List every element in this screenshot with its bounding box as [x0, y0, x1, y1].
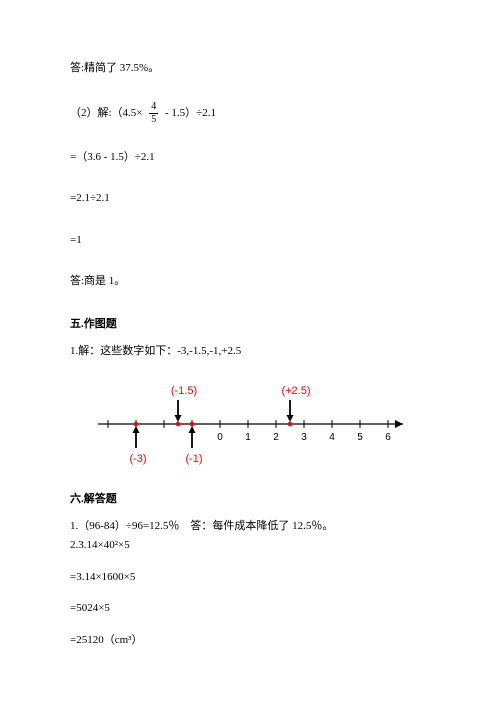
problem-5-text: 1.解：这些数字如下：-3,-1.5,-1,+2.5	[70, 343, 430, 361]
section-6-title: 六.解答题	[70, 490, 430, 506]
problem-6-1: 1.（96-84）÷96=12.5％ 答：每件成本降低了 12.5％。	[70, 518, 430, 536]
svg-text:4: 4	[329, 432, 335, 443]
problem-6-2: 2.3.14×40²×5	[70, 537, 430, 555]
answer-1: 答:精简了 37.5%。	[70, 60, 430, 78]
svg-text:(+2.5): (+2.5)	[281, 385, 310, 397]
answer-2: 答:商是 1。	[70, 273, 430, 291]
number-line-diagram: 0 1 2 3 4 5 6 (-1.5) (+2.5) (-3) (-1)	[90, 379, 430, 472]
svg-text:0: 0	[217, 432, 223, 443]
step-2-right: - 1.5）÷2.1	[165, 107, 216, 119]
fraction-numerator: 4	[149, 102, 158, 114]
svg-text:(-1.5): (-1.5)	[171, 385, 197, 397]
eq-6a: =3.14×1600×5	[70, 569, 430, 587]
step-2-left: （2）解:（4.5×	[70, 107, 143, 119]
svg-text:3: 3	[301, 432, 307, 443]
section-5-title: 五.作图题	[70, 315, 430, 331]
step-2: （2）解:（4.5× 4 5 - 1.5）÷2.1	[70, 102, 430, 125]
svg-text:5: 5	[357, 432, 363, 443]
eq-6b: =5024×5	[70, 600, 430, 618]
svg-text:1: 1	[245, 432, 251, 443]
svg-text:2: 2	[273, 432, 279, 443]
fraction-4-5: 4 5	[149, 102, 158, 125]
svg-text:6: 6	[385, 432, 391, 443]
fraction-denominator: 5	[149, 114, 158, 125]
eq-2: =2.1÷2.1	[70, 190, 430, 208]
svg-text:(-3): (-3)	[129, 453, 146, 465]
svg-text:(-1): (-1)	[185, 453, 202, 465]
eq-6c: =25120（cm³）	[70, 632, 430, 650]
eq-3: =1	[70, 232, 430, 250]
eq-1: =（3.6 - 1.5）÷2.1	[70, 149, 430, 167]
